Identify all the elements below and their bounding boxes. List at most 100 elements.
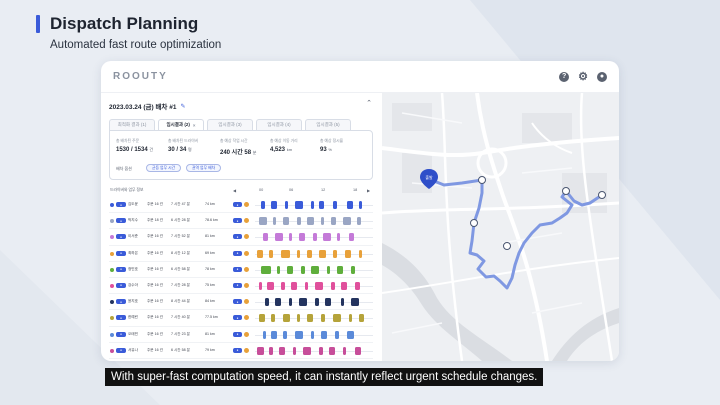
timeline-segment[interactable]: [319, 346, 323, 355]
timeline-segment[interactable]: [281, 281, 285, 290]
timeline-segment[interactable]: [303, 346, 311, 355]
timeline-segment[interactable]: [327, 265, 330, 274]
timeline-segment[interactable]: [355, 281, 360, 290]
driver-timeline[interactable]: [255, 201, 373, 209]
timeline-segment[interactable]: [335, 330, 339, 339]
timeline-segment[interactable]: [285, 201, 288, 209]
driver-timeline[interactable]: [255, 330, 373, 339]
timeline-segment[interactable]: [323, 233, 331, 242]
timeline-segment[interactable]: [273, 217, 276, 226]
timeline-segment[interactable]: [261, 201, 265, 209]
timeline-segment[interactable]: [287, 265, 293, 274]
timeline-segment[interactable]: [351, 298, 359, 307]
chevron-up-icon[interactable]: ⌃: [366, 100, 372, 107]
row-action-button[interactable]: ●: [233, 331, 242, 337]
timeline-segment[interactable]: [343, 346, 346, 355]
chip-zone-dispatch[interactable]: 권역 업무 배차: [186, 164, 222, 172]
timeline-segment[interactable]: [331, 217, 336, 226]
help-icon[interactable]: ?: [559, 71, 570, 82]
chip-equal-time[interactable]: 균등 업무 시간: [146, 164, 182, 172]
timeline-segment[interactable]: [349, 314, 352, 323]
scroll-left-icon[interactable]: ◀: [233, 189, 236, 193]
row-action-button[interactable]: ●: [233, 299, 242, 305]
timeline-segment[interactable]: [343, 217, 351, 226]
timeline-segment[interactable]: [283, 330, 287, 339]
timeline-segment[interactable]: [307, 217, 314, 226]
timeline-segment[interactable]: [283, 314, 290, 323]
timeline-segment[interactable]: [311, 201, 314, 209]
timeline-segment[interactable]: [299, 233, 305, 242]
tab-result-2[interactable]: 임시결과 (2) ×: [158, 119, 204, 130]
timeline-segment[interactable]: [271, 330, 277, 339]
pencil-icon[interactable]: ✎: [180, 103, 186, 110]
row-action-button[interactable]: ●: [233, 282, 242, 288]
timeline-segment[interactable]: [315, 281, 323, 290]
timeline-segment[interactable]: [311, 330, 314, 339]
timeline-segment[interactable]: [257, 249, 263, 258]
timeline-segment[interactable]: [307, 314, 313, 323]
tab-result-4[interactable]: 임시결과 (4): [256, 119, 302, 130]
timeline-segment[interactable]: [351, 265, 355, 274]
driver-timeline[interactable]: [255, 265, 373, 274]
timeline-segment[interactable]: [333, 249, 337, 258]
driver-timeline[interactable]: [255, 314, 373, 323]
timeline-segment[interactable]: [293, 346, 296, 355]
timeline-segment[interactable]: [359, 249, 362, 258]
timeline-segment[interactable]: [349, 233, 354, 242]
timeline-segment[interactable]: [333, 201, 337, 209]
timeline-segment[interactable]: [347, 330, 354, 339]
row-action-button[interactable]: ●: [233, 202, 242, 207]
timeline-segment[interactable]: [277, 265, 280, 274]
timeline-segment[interactable]: [269, 249, 273, 258]
timeline-segment[interactable]: [333, 314, 341, 323]
timeline-segment[interactable]: [269, 346, 273, 355]
timeline-segment[interactable]: [297, 249, 300, 258]
driver-timeline[interactable]: [255, 233, 373, 242]
timeline-segment[interactable]: [265, 298, 269, 307]
timeline-segment[interactable]: [345, 249, 351, 258]
timeline-segment[interactable]: [281, 249, 290, 258]
tab-result-1[interactable]: 최적화 결과 (1): [109, 119, 155, 130]
timeline-segment[interactable]: [299, 298, 307, 307]
timeline-segment[interactable]: [329, 346, 335, 355]
timeline-segment[interactable]: [359, 201, 362, 209]
timeline-segment[interactable]: [295, 201, 303, 209]
user-icon[interactable]: ●: [597, 71, 607, 82]
timeline-segment[interactable]: [289, 233, 292, 242]
timeline-segment[interactable]: [297, 314, 300, 323]
timeline-segment[interactable]: [307, 249, 312, 258]
timeline-segment[interactable]: [289, 298, 292, 307]
timeline-segment[interactable]: [275, 233, 283, 242]
timeline-segment[interactable]: [319, 249, 326, 258]
timeline-segment[interactable]: [259, 314, 265, 323]
timeline-segment[interactable]: [301, 265, 305, 274]
timeline-segment[interactable]: [259, 217, 267, 226]
timeline-segment[interactable]: [321, 217, 324, 226]
driver-timeline[interactable]: [255, 249, 373, 258]
timeline-segment[interactable]: [295, 330, 303, 339]
timeline-segment[interactable]: [267, 281, 274, 290]
driver-timeline[interactable]: [255, 217, 373, 226]
timeline-segment[interactable]: [341, 298, 344, 307]
row-action-button[interactable]: ●: [233, 347, 242, 353]
gear-icon[interactable]: ⚙: [578, 71, 588, 83]
driver-timeline[interactable]: [255, 298, 373, 307]
timeline-segment[interactable]: [357, 217, 361, 226]
timeline-segment[interactable]: [325, 298, 331, 307]
timeline-segment[interactable]: [321, 314, 325, 323]
timeline-segment[interactable]: [279, 346, 285, 355]
timeline-segment[interactable]: [337, 233, 340, 242]
scroll-right-icon[interactable]: ▶: [367, 189, 370, 193]
timeline-segment[interactable]: [275, 298, 281, 307]
timeline-segment[interactable]: [257, 346, 264, 355]
row-action-button[interactable]: ●: [233, 250, 242, 256]
timeline-segment[interactable]: [315, 298, 319, 307]
row-action-button[interactable]: ●: [233, 234, 242, 240]
